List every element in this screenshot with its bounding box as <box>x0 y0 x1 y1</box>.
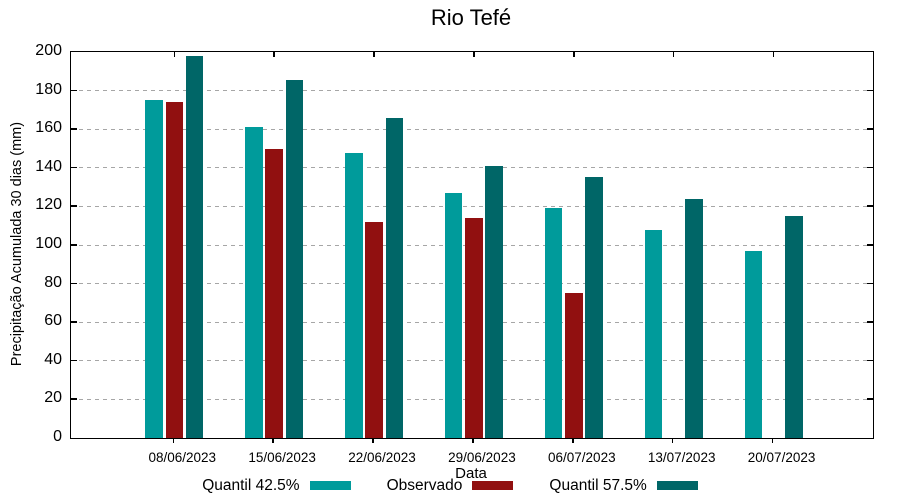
y-tick-mark-right <box>867 128 873 130</box>
legend-entry: Quantil 57.5% <box>549 477 698 494</box>
y-tick-label: 100 <box>35 235 62 252</box>
x-tick-label: 20/07/2023 <box>747 450 816 465</box>
bar <box>245 127 263 438</box>
bar <box>165 102 184 438</box>
bar <box>365 221 383 438</box>
y-tick-mark-right <box>867 244 873 246</box>
x-tick-mark-top <box>273 52 275 57</box>
bar <box>544 208 563 438</box>
legend-swatch <box>656 481 698 490</box>
y-tick-mark-left <box>71 282 77 285</box>
gridline <box>71 205 873 207</box>
y-tick-mark-right <box>867 205 873 207</box>
bar <box>744 250 763 438</box>
x-tick-mark-top <box>173 52 176 57</box>
x-tick-mark-bottom <box>472 438 474 443</box>
y-tick-label: 120 <box>35 196 62 214</box>
x-tick-mark-top <box>672 52 675 57</box>
y-tick-label: 180 <box>35 80 62 98</box>
chart-title: Rio Tefé <box>430 5 512 30</box>
legend-entry-label: Observado <box>386 477 463 494</box>
legend-entry-label: Quantil 57.5% <box>549 477 647 494</box>
bar <box>485 165 503 438</box>
y-tick-label: 40 <box>44 350 62 368</box>
y-tick-label: 60 <box>44 312 62 330</box>
bar <box>285 80 304 438</box>
y-tick-mark-right <box>867 321 873 323</box>
y-tick-mark-right <box>867 359 873 362</box>
plot-area <box>70 51 874 439</box>
bar <box>565 293 583 438</box>
bar <box>385 117 404 438</box>
bar-group <box>345 52 404 438</box>
y-tick-label: 20 <box>44 389 62 407</box>
y-tick-label: 160 <box>35 119 62 137</box>
y-tick-label: 80 <box>44 273 62 291</box>
y-tick-mark-right <box>867 89 873 92</box>
bar-group <box>644 52 703 438</box>
bar <box>345 153 363 438</box>
x-axis-label: Data <box>455 465 487 482</box>
x-tick-label: 29/06/2023 <box>448 450 516 465</box>
bar <box>265 148 283 438</box>
x-tick-label: 13/07/2023 <box>647 450 716 465</box>
y-tick-label: 140 <box>35 157 62 175</box>
x-tick-label: 08/06/2023 <box>148 450 217 465</box>
bar <box>465 217 483 438</box>
x-tick-mark-top <box>473 52 475 57</box>
legend: Quantil 42.5% Observado Quantil 57.5% <box>0 477 900 494</box>
bar <box>444 192 463 438</box>
legend-entry-label: Quantil 42.5% <box>202 477 300 494</box>
bar-group <box>744 52 803 438</box>
x-tick-mark-bottom <box>771 438 774 443</box>
x-tick-mark-bottom <box>172 438 175 443</box>
bar-group <box>544 52 603 438</box>
y-tick-mark-left <box>71 321 77 323</box>
x-tick-mark-bottom <box>272 438 274 443</box>
gridline <box>71 90 873 92</box>
x-tick-mark-bottom <box>572 438 574 443</box>
bar <box>644 229 663 438</box>
y-tick-mark-left <box>71 89 77 92</box>
x-tick-label: 15/06/2023 <box>248 450 316 465</box>
legend-entry: Observado <box>387 477 514 494</box>
x-tick-mark-top <box>373 52 375 57</box>
legend-entry: Quantil 42.5% <box>202 477 351 494</box>
y-tick-label: 0 <box>53 428 62 445</box>
y-tick-mark-left <box>71 205 77 207</box>
gridline <box>71 167 873 169</box>
y-tick-label: 200 <box>35 42 62 59</box>
bar <box>785 216 803 438</box>
bar <box>685 198 703 438</box>
x-tick-mark-top <box>772 52 775 57</box>
x-tick-label: 06/07/2023 <box>548 450 616 465</box>
y-tick-mark-right <box>867 398 873 400</box>
y-tick-mark-right <box>867 282 873 285</box>
bar <box>185 55 204 438</box>
bar-group <box>444 52 503 438</box>
x-tick-mark-bottom <box>671 438 674 443</box>
x-tick-mark-top <box>573 52 575 57</box>
gridline <box>71 128 873 130</box>
y-tick-mark-left <box>71 244 77 246</box>
bar <box>585 177 603 438</box>
bar <box>145 100 163 438</box>
y-tick-mark-left <box>71 398 77 400</box>
y-tick-mark-left <box>71 128 77 130</box>
bar-group <box>245 52 304 438</box>
legend-swatch <box>472 481 514 490</box>
x-tick-label: 22/06/2023 <box>348 450 416 465</box>
y-tick-mark-left <box>71 359 77 362</box>
y-tick-mark-left <box>71 166 77 169</box>
legend-swatch <box>309 481 351 490</box>
bar-group <box>145 52 204 438</box>
x-tick-mark-bottom <box>372 438 374 443</box>
y-tick-mark-right <box>867 166 873 169</box>
